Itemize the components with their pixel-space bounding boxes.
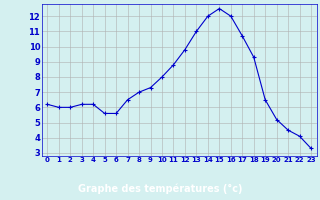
Text: Graphe des températures (°c): Graphe des températures (°c) — [78, 183, 242, 194]
